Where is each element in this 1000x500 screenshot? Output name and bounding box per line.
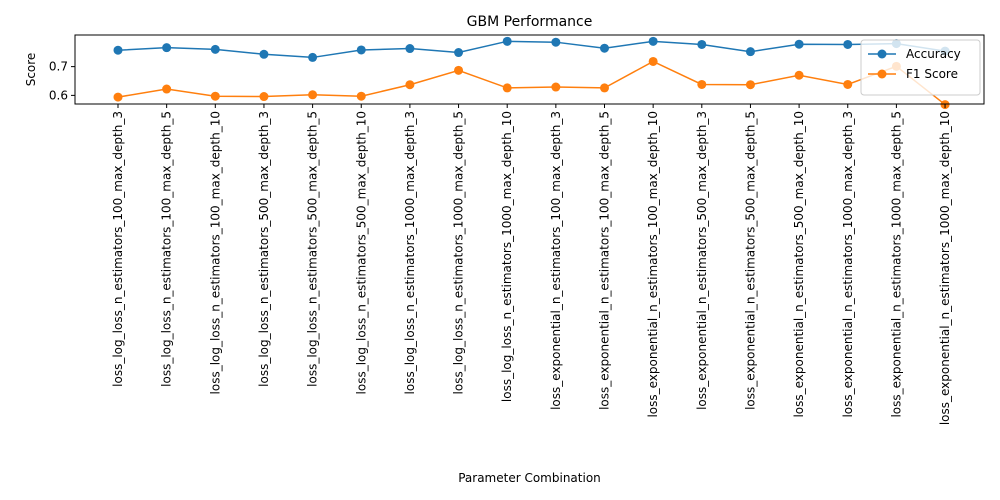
- x-tick-label: loss_log_loss_n_estimators_500_max_depth…: [306, 111, 320, 387]
- data-point: [794, 39, 804, 49]
- x-tick-label: loss_exponential_n_estimators_100_max_de…: [646, 111, 660, 418]
- data-point: [502, 83, 512, 93]
- data-point: [210, 44, 220, 54]
- legend-marker: [877, 69, 887, 79]
- x-tick-label: loss_exponential_n_estimators_1000_max_d…: [889, 111, 903, 418]
- data-point: [210, 91, 220, 101]
- data-point: [600, 83, 609, 93]
- data-point: [162, 84, 172, 94]
- y-axis-label: Score: [24, 53, 38, 87]
- legend-item: Accuracy: [868, 47, 961, 61]
- x-tick-label: loss_log_loss_n_estimators_500_max_depth…: [257, 111, 271, 387]
- x-tick-label: loss_exponential_n_estimators_500_max_de…: [792, 111, 806, 418]
- data-point: [405, 80, 415, 90]
- y-tick-label: 0.6: [49, 88, 68, 102]
- series-line: [117, 60, 946, 106]
- legend-item: F1 Score: [868, 67, 958, 81]
- data-point: [794, 70, 804, 80]
- data-point: [454, 48, 464, 58]
- data-point: [356, 91, 366, 101]
- data-point: [308, 52, 318, 62]
- x-axis-label: Parameter Combination: [458, 471, 601, 485]
- data-point: [113, 45, 123, 55]
- plot-layer: [113, 36, 950, 110]
- x-tick-label: loss_log_loss_n_estimators_100_max_depth…: [160, 111, 174, 387]
- data-point: [356, 45, 366, 55]
- legend: Accuracy F1 Score: [860, 39, 981, 96]
- x-tick-label: loss_exponential_n_estimators_100_max_de…: [598, 111, 612, 410]
- data-point: [697, 39, 707, 49]
- y-tick-label: 0.7: [49, 60, 68, 74]
- data-point: [113, 92, 123, 102]
- legend-label: Accuracy: [906, 47, 961, 61]
- x-tick-label: loss_exponential_n_estimators_1000_max_d…: [841, 111, 855, 418]
- legend-marker: [877, 49, 887, 59]
- x-axis: loss_log_loss_n_estimators_100_max_depth…: [111, 104, 952, 425]
- data-point: [502, 36, 512, 46]
- data-point: [259, 92, 269, 102]
- data-point: [405, 44, 415, 54]
- data-point: [551, 37, 561, 47]
- x-tick-label: loss_exponential_n_estimators_100_max_de…: [549, 111, 563, 410]
- x-tick-label: loss_log_loss_n_estimators_100_max_depth…: [208, 111, 222, 394]
- data-point: [648, 36, 658, 46]
- y-axis: 0.6 0.7: [49, 60, 75, 102]
- data-point: [162, 43, 172, 53]
- data-point: [745, 80, 755, 90]
- series-1: [113, 36, 950, 62]
- legend-label: F1 Score: [906, 67, 958, 81]
- x-tick-label: loss_log_loss_n_estimators_1000_max_dept…: [452, 111, 466, 394]
- series-2: [113, 56, 950, 110]
- plot-frame: [74, 34, 985, 105]
- data-point: [551, 82, 561, 92]
- data-point: [843, 39, 853, 49]
- x-tick-label: loss_log_loss_n_estimators_1000_max_dept…: [403, 111, 417, 394]
- data-point: [600, 43, 609, 53]
- data-point: [259, 49, 269, 59]
- x-tick-label: loss_log_loss_n_estimators_1000_max_dept…: [500, 111, 514, 402]
- data-point: [454, 65, 464, 75]
- series-line: [117, 40, 946, 59]
- x-tick-label: loss_log_loss_n_estimators_100_max_depth…: [111, 111, 125, 387]
- chart-title: GBM Performance: [467, 14, 593, 30]
- data-point: [745, 47, 755, 57]
- x-tick-label: loss_log_loss_n_estimators_500_max_depth…: [354, 111, 368, 394]
- x-tick-label: loss_exponential_n_estimators_500_max_de…: [743, 111, 757, 410]
- data-point: [648, 56, 658, 66]
- x-tick-label: loss_exponential_n_estimators_1000_max_d…: [938, 111, 952, 425]
- data-point: [843, 79, 853, 89]
- x-tick-label: loss_exponential_n_estimators_500_max_de…: [695, 111, 709, 410]
- data-point: [697, 79, 707, 89]
- data-point: [308, 90, 318, 100]
